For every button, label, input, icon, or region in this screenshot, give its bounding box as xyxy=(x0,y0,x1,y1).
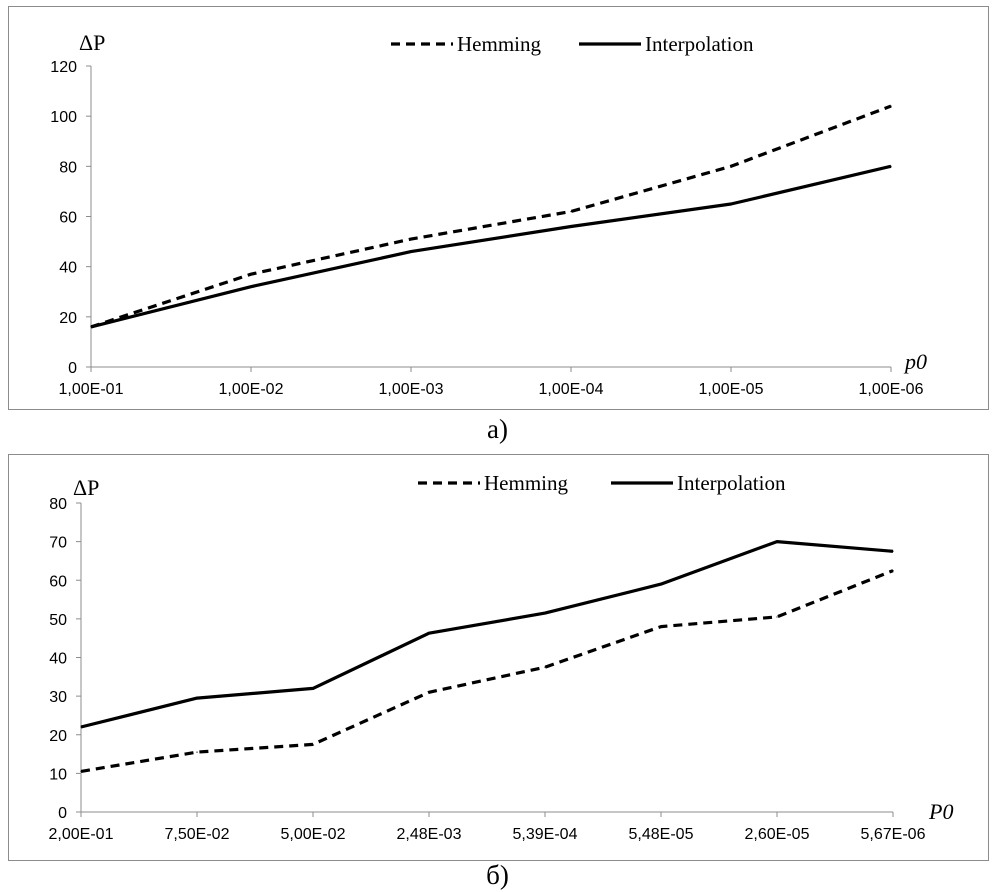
chart-b-series-interpolation-point xyxy=(428,632,430,634)
chart-b-series-hemming-line xyxy=(80,569,894,773)
chart-a-series-hemming-line xyxy=(90,104,892,329)
chart-a-x-tick-label: 1,00E-04 xyxy=(539,381,604,398)
chart-panel-b: 0 10 20 30 40 50 60 70 80 2,00E-01 7,50E-02 5,00E-0… xyxy=(8,454,989,861)
chart-a-y-axis-label: ΔP xyxy=(79,30,105,55)
chart-b-legend-label-interpolation: Interpolation xyxy=(677,471,786,495)
chart-b-series-interpolation-point xyxy=(80,726,82,728)
chart-a-x-tick-label: 1,00E-02 xyxy=(219,381,284,398)
chart-b-y-tick-label: 80 xyxy=(49,496,67,513)
chart-a-series-hemming-point xyxy=(410,238,412,240)
chart-b-y-tick-label: 30 xyxy=(49,689,67,706)
chart-b-series-interpolation-point xyxy=(776,541,778,543)
chart-b-series-hemming-point xyxy=(776,616,778,618)
chart-b-y-tick-label: 20 xyxy=(49,728,67,745)
chart-b-series-interpolation-point xyxy=(196,697,198,699)
chart-b-y-axis-label: ΔP xyxy=(73,475,99,500)
chart-b-series-hemming-point xyxy=(196,751,198,753)
chart-b-x-tick-label: 5,67E-06 xyxy=(861,826,926,843)
chart-a-series-interpolation-point xyxy=(410,251,412,253)
chart-b-series-hemming-point xyxy=(660,626,662,628)
chart-b-series-interpolation-line xyxy=(80,539,894,729)
chart-b-x-axis-label: P0 xyxy=(928,799,953,824)
chart-b-x-tick-label: 5,00E-02 xyxy=(281,826,346,843)
chart-a-series-hemming-point xyxy=(570,210,572,213)
chart-a-series-interpolation-point xyxy=(90,326,92,328)
chart-a-y-tick-label: 20 xyxy=(59,310,77,327)
chart-b-y-tick-label: 40 xyxy=(49,651,67,668)
chart-a-series-interpolation-point xyxy=(570,225,572,228)
chart-b: 0 10 20 30 40 50 60 70 80 2,00E-01 7,50E-02 5,00E-0… xyxy=(49,471,954,843)
chart-b-x-tick-label: 2,00E-01 xyxy=(49,826,114,843)
chart-a-y-tick-label: 80 xyxy=(59,159,77,176)
chart-a-y-tick-label: 60 xyxy=(59,210,77,227)
chart-b-y-tick-label: 0 xyxy=(58,805,67,822)
chart-a-x-axis-label: p0 xyxy=(903,349,927,374)
chart-a-x-tick-label: 1,00E-06 xyxy=(859,381,924,398)
chart-b-legend: Hemming Interpolation xyxy=(418,471,786,495)
chart-b-x-tick-label: 5,48E-05 xyxy=(629,826,694,843)
chart-b-series-hemming-point xyxy=(544,666,546,668)
chart-b-x-tick-label: 2,48E-03 xyxy=(397,826,462,843)
chart-a-series-interpolation-line xyxy=(90,164,892,329)
chart-a-y-tick-label: 0 xyxy=(68,360,77,377)
chart-b-series-hemming-point xyxy=(80,770,82,773)
chart-b-series-hemming-point xyxy=(892,569,894,572)
chart-panel-a: 0 20 40 60 80 100 120 1,00E-01 1,00E-02 1,00E-03 1… xyxy=(8,6,989,410)
chart-a-x-tick-label: 1,00E-01 xyxy=(59,381,124,398)
chart-a-legend-label-hemming: Hemming xyxy=(457,32,541,56)
caption-b: б) xyxy=(486,860,509,890)
chart-b-y-tick-label: 10 xyxy=(49,766,67,783)
chart-b-y-tick-label: 70 xyxy=(49,535,67,552)
chart-b-y-tick-label: 60 xyxy=(49,573,67,590)
chart-b-y-tick-label: 50 xyxy=(49,612,67,629)
chart-a-legend-label-interpolation: Interpolation xyxy=(645,32,754,56)
chart-b-series-interpolation-point xyxy=(312,687,314,689)
chart-b-x-tick-label: 5,39E-04 xyxy=(513,826,578,843)
chart-b-x-tick-label: 2,60E-05 xyxy=(745,826,810,843)
chart-a-x-tick-label: 1,00E-05 xyxy=(699,381,764,398)
chart-a-series-hemming-point xyxy=(250,273,252,275)
caption-a: а) xyxy=(487,414,508,444)
chart-a-y-tick-label: 100 xyxy=(50,109,77,126)
chart-a-series-interpolation-point xyxy=(890,165,892,167)
chart-a-series-hemming-point xyxy=(890,105,892,107)
chart-a-legend: Hemming Interpolation xyxy=(391,32,754,56)
chart-b-series-hemming-point xyxy=(312,743,314,746)
chart-b-series-hemming-point xyxy=(428,691,430,693)
chart-a: 0 20 40 60 80 100 120 1,00E-01 1,00E-02 1,00E-03 1… xyxy=(50,30,927,398)
chart-b-legend-label-hemming: Hemming xyxy=(484,471,568,495)
chart-a-y-tick-label: 120 xyxy=(50,59,77,76)
chart-a-x-tick-label: 1,00E-03 xyxy=(379,381,444,398)
chart-a-series-interpolation-point xyxy=(250,286,252,288)
chart-a-series-interpolation-point xyxy=(730,203,732,205)
chart-b-x-tick-label: 7,50E-02 xyxy=(165,826,230,843)
chart-a-y-tick-label: 40 xyxy=(59,260,77,277)
chart-b-series-interpolation-point xyxy=(544,612,546,614)
chart-a-series-hemming-point xyxy=(730,165,732,167)
chart-b-series-interpolation-point xyxy=(660,583,662,585)
chart-b-series-interpolation-point xyxy=(892,550,894,552)
